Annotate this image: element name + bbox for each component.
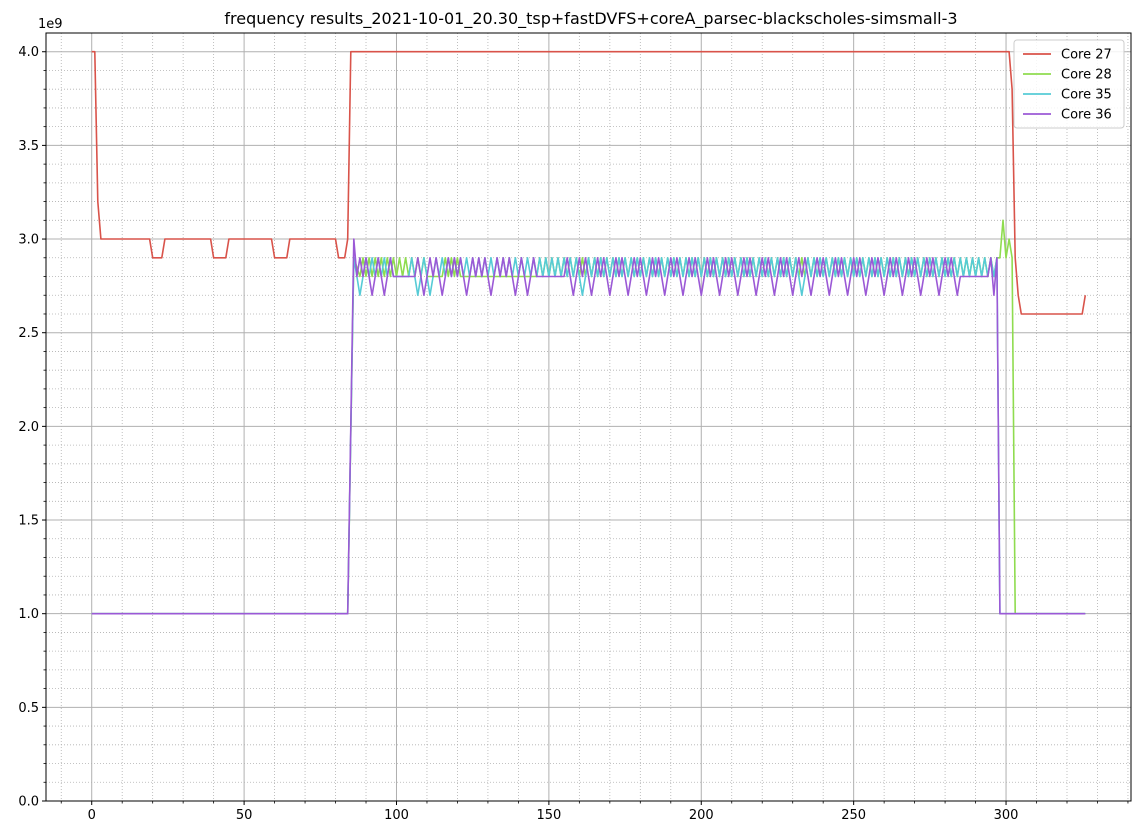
x-tick-label: 0 (88, 808, 96, 823)
y-tick-label: 1.0 (18, 607, 39, 622)
y-tick-label: 3.5 (18, 139, 39, 154)
x-tick-label: 250 (841, 808, 866, 823)
axis-ticks: 0 50 100 150 200 250 300 0.0 0.5 1.0 1.5 2.0 2.5 3.0 3… (18, 45, 1129, 823)
legend: Core 27 Core 28 Core 35 Core 36 (1013, 39, 1125, 129)
legend-label: Core 27 (1061, 48, 1112, 63)
legend-label: Core 36 (1061, 108, 1112, 123)
y-offset-label: 1e9 (38, 17, 63, 32)
minor-grid (46, 33, 1131, 801)
legend-box (1013, 39, 1125, 129)
y-tick-label: 1.5 (18, 514, 39, 529)
y-tick-label: 2.0 (18, 420, 39, 435)
series-line-core-27 (91, 50, 1087, 315)
y-tick-label: 3.0 (18, 233, 39, 248)
x-tick-label: 150 (536, 808, 561, 823)
y-tick-label: 2.5 (18, 326, 39, 341)
y-tick-label: 4.0 (18, 45, 39, 60)
plot-frame (45, 32, 1132, 802)
legend-label: Core 28 (1061, 68, 1112, 83)
series-line-core-36 (91, 238, 1086, 615)
x-tick-label: 100 (384, 808, 409, 823)
y-tick-label: 0.5 (18, 701, 39, 716)
series-layer (91, 50, 1087, 615)
series-line-core-35 (91, 256, 1086, 615)
x-tick-label: 200 (689, 808, 714, 823)
y-tick-label: 0.0 (18, 795, 39, 810)
chart-title: frequency results_2021-10-01_20.30_tsp+f… (224, 9, 957, 29)
x-tick-label: 50 (236, 808, 253, 823)
legend-label: Core 35 (1061, 88, 1112, 103)
x-tick-label: 300 (994, 808, 1019, 823)
